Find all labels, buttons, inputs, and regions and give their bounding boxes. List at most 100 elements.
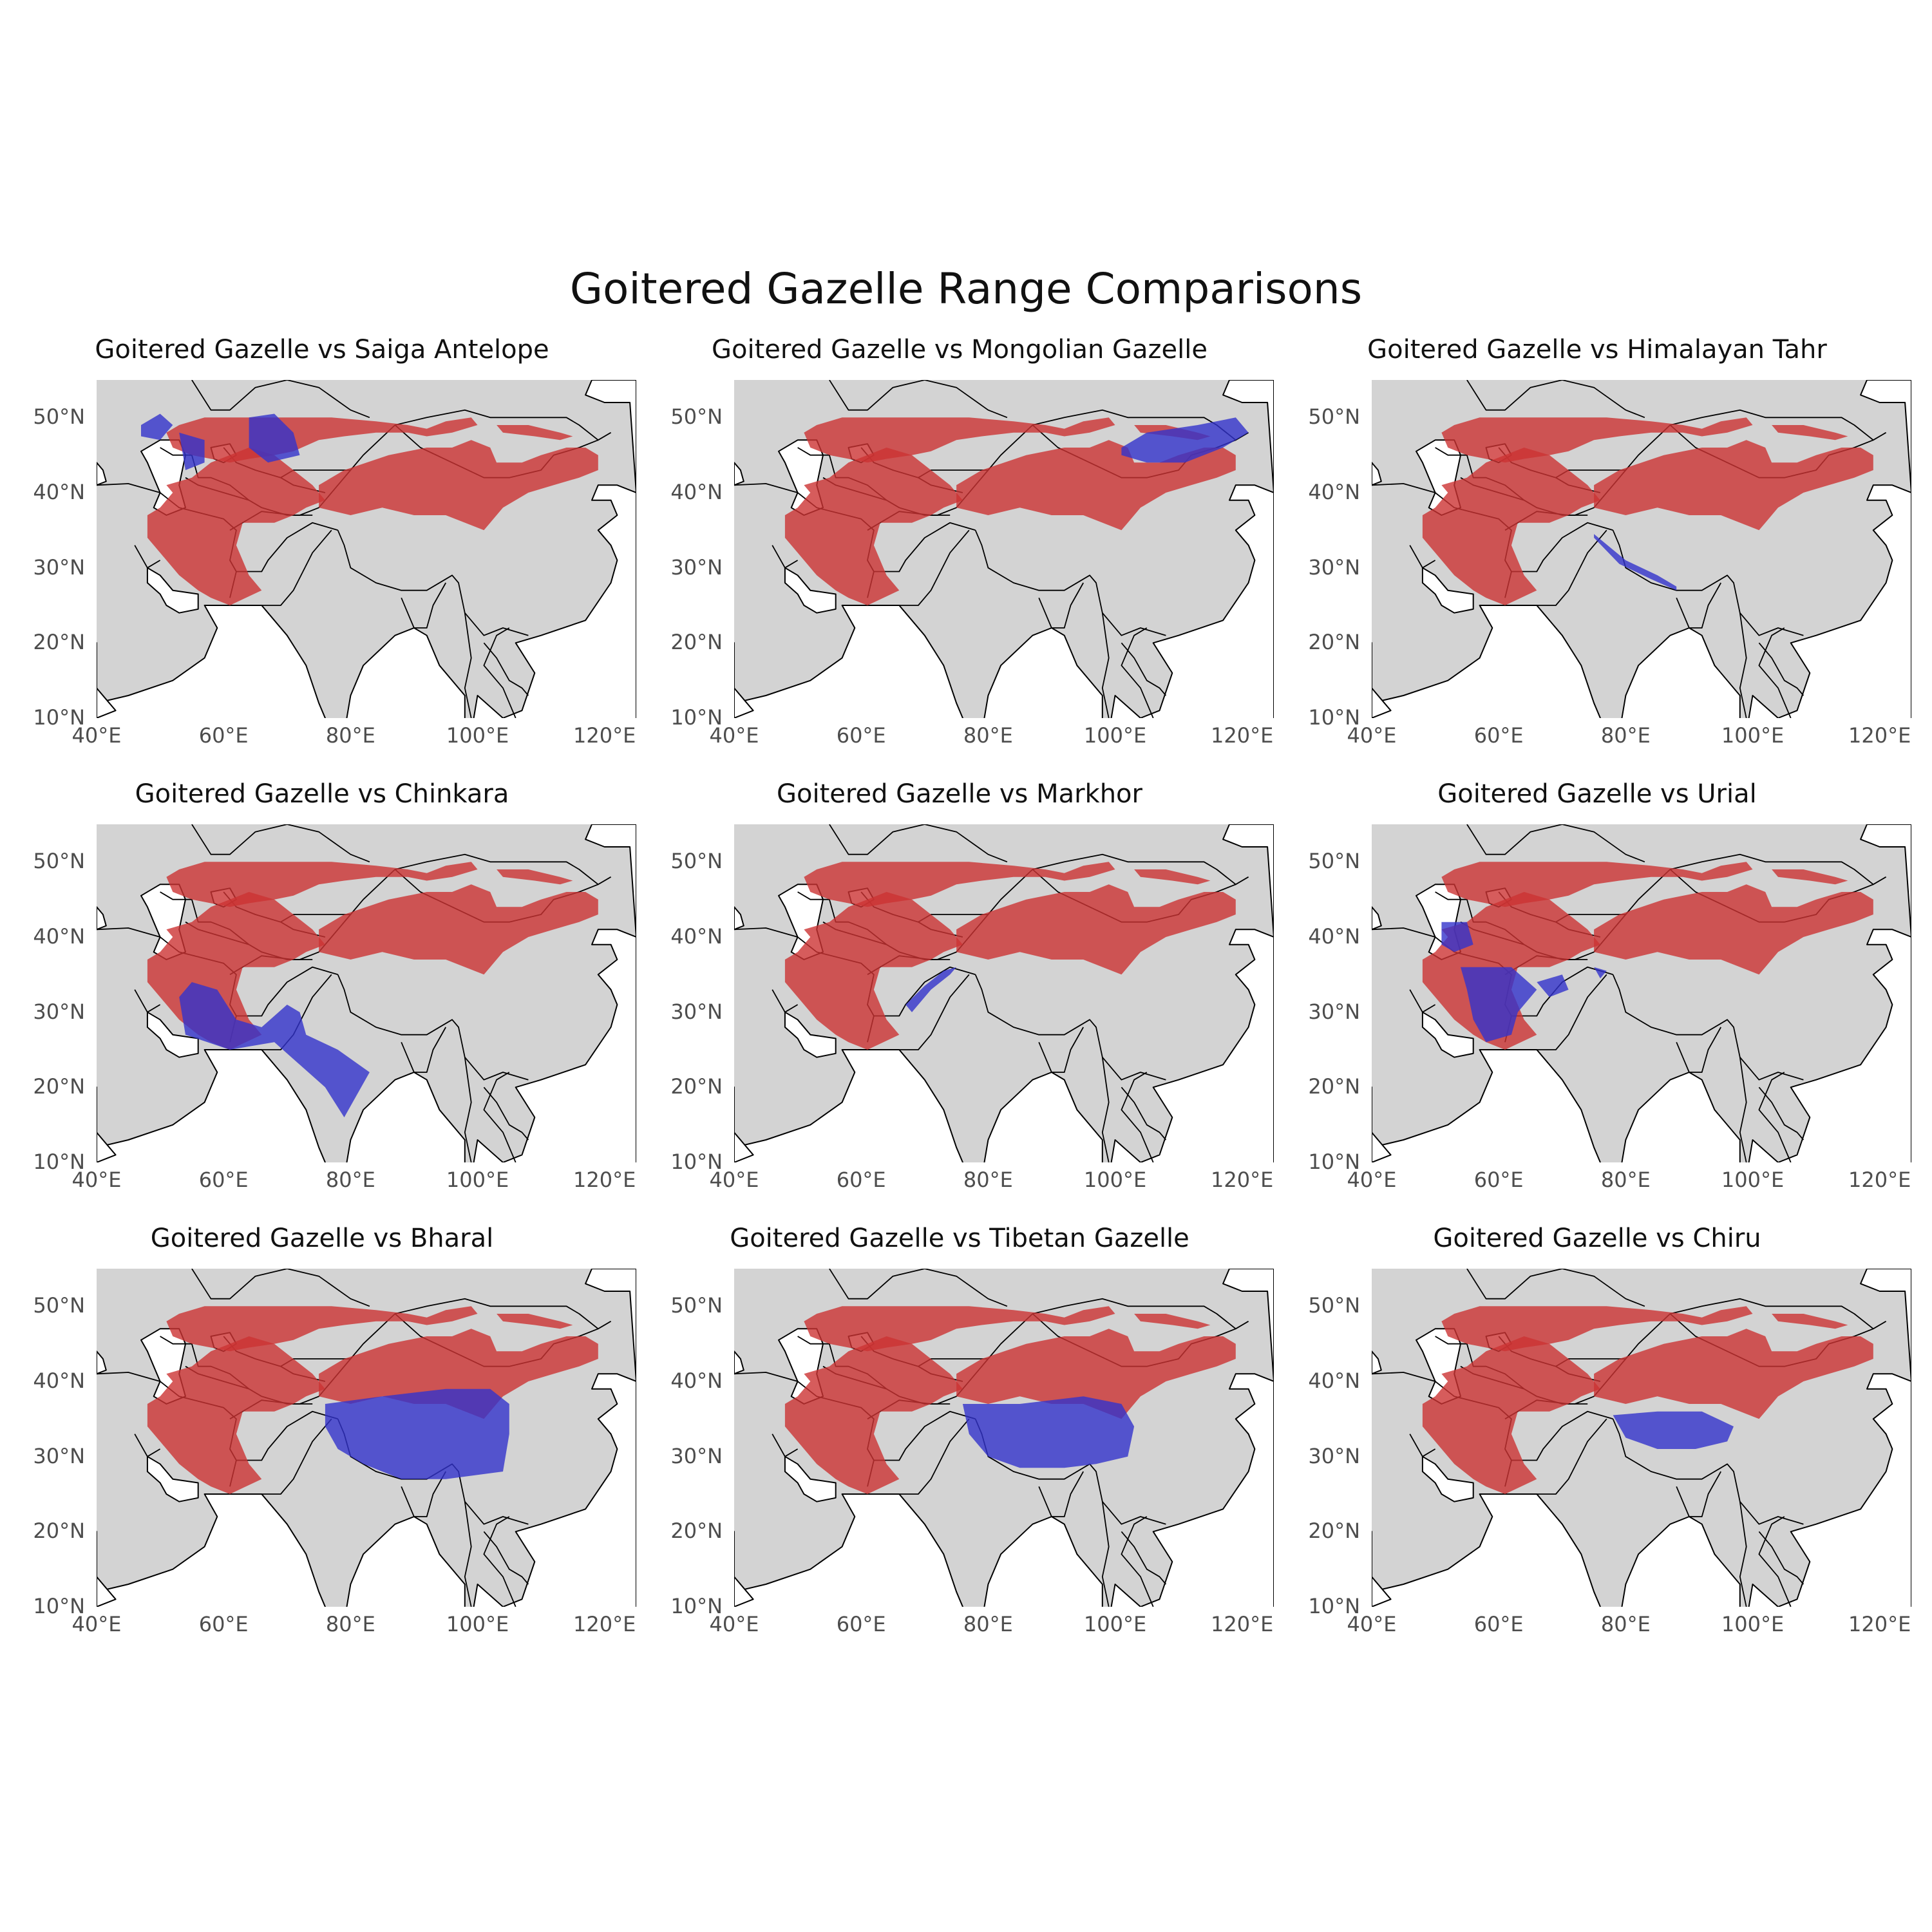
country-border bbox=[829, 380, 1008, 419]
goitered-gazelle-range bbox=[497, 1314, 573, 1329]
water-body bbox=[1748, 484, 1911, 718]
country-border bbox=[1758, 642, 1804, 696]
x-tick-label: 60°E bbox=[1473, 1612, 1524, 1636]
country-border bbox=[899, 974, 970, 1050]
water-body bbox=[734, 605, 964, 718]
water-body bbox=[1110, 1373, 1274, 1607]
country-border bbox=[1101, 1501, 1110, 1607]
country-border bbox=[1758, 1072, 1792, 1162]
x-tick-label: 60°E bbox=[836, 1168, 886, 1192]
map-plot bbox=[734, 380, 1274, 718]
y-tick-label: 30°N bbox=[670, 554, 723, 580]
goitered-gazelle-range bbox=[1772, 869, 1848, 885]
y-tick-label: 20°N bbox=[1308, 630, 1360, 655]
x-tick-label: 40°E bbox=[709, 1612, 759, 1636]
country-border bbox=[1466, 380, 1645, 419]
panel-title: Goitered Gazelle vs Saiga Antelope bbox=[95, 335, 549, 365]
y-tick-label: 20°N bbox=[670, 630, 723, 655]
y-tick-label: 30°N bbox=[33, 999, 85, 1024]
country-border bbox=[1758, 1516, 1792, 1607]
x-tick-label: 120°E bbox=[573, 1612, 636, 1636]
water-body bbox=[734, 462, 744, 486]
country-border bbox=[1101, 612, 1110, 718]
map-plot bbox=[1372, 824, 1911, 1162]
water-body bbox=[1110, 484, 1274, 718]
water-body bbox=[1621, 627, 1741, 718]
water-body bbox=[1372, 1493, 1602, 1607]
x-tick-label: 80°E bbox=[963, 1612, 1013, 1636]
panel-title: Goitered Gazelle vs Mongolian Gazelle bbox=[712, 335, 1208, 365]
country-border bbox=[1121, 642, 1167, 696]
country-border bbox=[1676, 1471, 1721, 1517]
water-body bbox=[473, 929, 636, 1162]
water-body bbox=[784, 1011, 837, 1058]
goitered-gazelle-range bbox=[1134, 869, 1211, 885]
x-tick-label: 60°E bbox=[836, 723, 886, 748]
goitered-gazelle-range bbox=[1422, 1336, 1600, 1494]
water-body bbox=[1621, 1072, 1741, 1162]
y-tick-label: 40°N bbox=[670, 480, 723, 504]
country-border bbox=[401, 1471, 446, 1517]
country-border bbox=[191, 1269, 370, 1307]
x-tick-label: 60°E bbox=[836, 1612, 886, 1636]
y-tick-label: 30°N bbox=[1308, 999, 1360, 1024]
goitered-gazelle-range bbox=[784, 448, 963, 605]
country-border bbox=[261, 529, 332, 606]
y-tick-label: 10°N bbox=[1308, 1594, 1360, 1618]
goitered-gazelle-range bbox=[1772, 425, 1848, 440]
water-body bbox=[734, 1086, 754, 1162]
country-border bbox=[974, 974, 1166, 1081]
country-border bbox=[464, 1057, 472, 1162]
water-body bbox=[1860, 380, 1911, 493]
water-body bbox=[1372, 1530, 1392, 1607]
water-body bbox=[1421, 1011, 1474, 1058]
country-border bbox=[1612, 974, 1804, 1081]
x-tick-label: 40°E bbox=[71, 1168, 122, 1192]
water-body bbox=[97, 1493, 327, 1607]
water-body bbox=[983, 1072, 1103, 1162]
panel-title: Goitered Gazelle vs Himalayan Tahr bbox=[1367, 335, 1827, 365]
map-panel: Goitered Gazelle vs Chiru 50°N 40°N 30°N 20°… bbox=[1275, 1224, 1919, 1674]
y-tick-label: 30°N bbox=[670, 999, 723, 1024]
x-tick-label: 120°E bbox=[573, 723, 636, 748]
x-tick-label: 80°E bbox=[1600, 1168, 1651, 1192]
country-border bbox=[261, 1418, 332, 1495]
y-tick-label: 50°N bbox=[33, 1293, 85, 1318]
water-body bbox=[97, 1530, 117, 1607]
map-panel: Goitered Gazelle vs Chinkara 50°N 40°N 30°N… bbox=[0, 779, 644, 1230]
x-tick-label: 100°E bbox=[1721, 1612, 1785, 1636]
goitered-gazelle-range bbox=[1594, 884, 1873, 975]
goitered-gazelle-range bbox=[497, 425, 573, 440]
water-body bbox=[1222, 1269, 1274, 1382]
x-tick-label: 120°E bbox=[1211, 723, 1274, 748]
map-panel: Goitered Gazelle vs Urial 50°N 40°N 30°N 20°… bbox=[1275, 779, 1919, 1230]
country-border bbox=[772, 545, 799, 569]
goitered-gazelle-range bbox=[1772, 1314, 1848, 1329]
comparison-species-range bbox=[249, 413, 300, 463]
country-border bbox=[134, 545, 161, 569]
country-border bbox=[1739, 612, 1747, 718]
x-tick-label: 40°E bbox=[71, 1612, 122, 1636]
country-border bbox=[337, 529, 529, 636]
water-body bbox=[1372, 462, 1382, 486]
map-plot bbox=[1372, 380, 1911, 718]
water-body bbox=[734, 1493, 964, 1607]
y-tick-label: 30°N bbox=[1308, 1443, 1360, 1468]
y-tick-label: 20°N bbox=[670, 1074, 723, 1099]
x-tick-label: 80°E bbox=[325, 1168, 375, 1192]
y-tick-label: 20°N bbox=[1308, 1074, 1360, 1099]
country-border bbox=[1758, 627, 1792, 718]
water-body bbox=[1372, 906, 1382, 931]
water-body bbox=[1421, 1455, 1474, 1502]
y-tick-label: 10°N bbox=[33, 1594, 85, 1618]
country-border bbox=[191, 824, 370, 863]
water-body bbox=[585, 824, 636, 938]
goitered-gazelle-range bbox=[1594, 1329, 1873, 1419]
y-tick-label: 10°N bbox=[33, 705, 85, 730]
y-tick-label: 50°N bbox=[1308, 1293, 1360, 1318]
y-tick-label: 50°N bbox=[33, 404, 85, 430]
x-tick-label: 60°E bbox=[198, 1168, 249, 1192]
y-tick-label: 40°N bbox=[670, 924, 723, 949]
x-tick-label: 60°E bbox=[1473, 1168, 1524, 1192]
map-panel: Goitered Gazelle vs Himalayan Tahr 50°N 40… bbox=[1275, 335, 1919, 786]
